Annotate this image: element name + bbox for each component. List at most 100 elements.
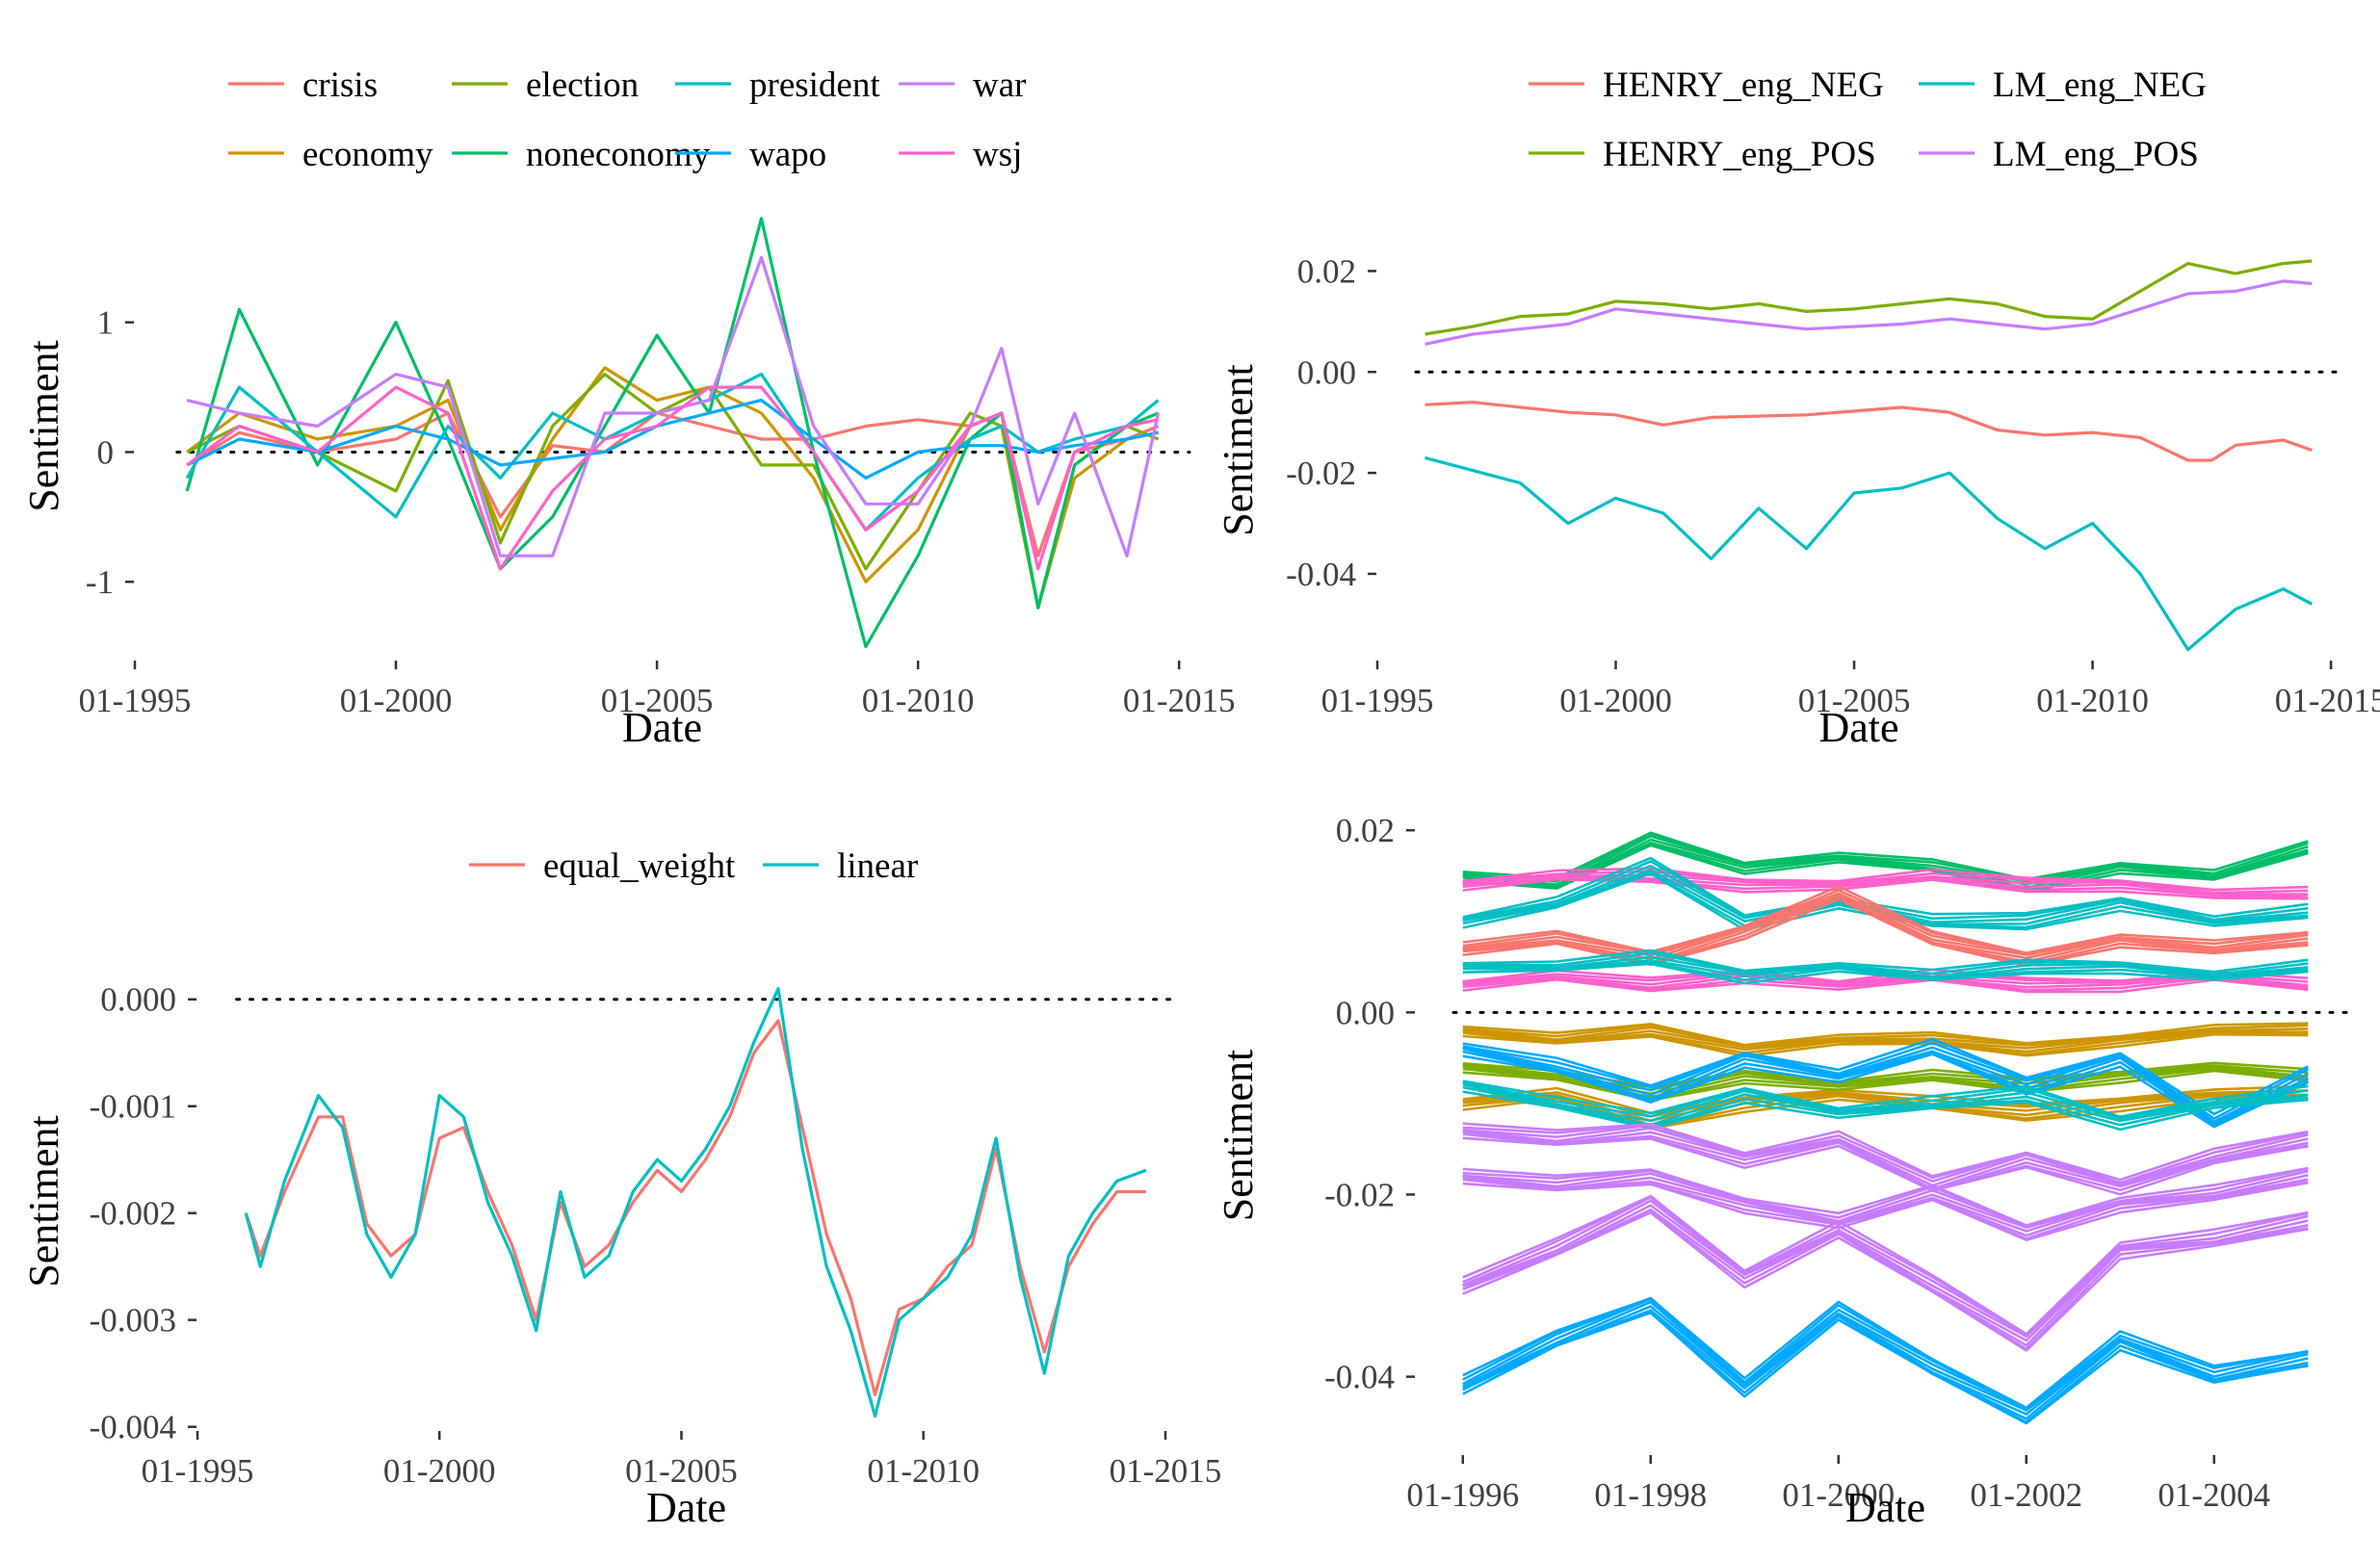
y-tick-label: -0.004 (90, 1409, 176, 1446)
y-axis-title: Sentiment (20, 1115, 67, 1287)
bundle-line (1462, 835, 2309, 886)
bundle-line (1462, 1123, 2309, 1184)
legend: HENRY_eng_NEG HENRY_eng_POS LM_eng_NEG LM_e… (1529, 65, 2207, 174)
bundle-line (1462, 1122, 2309, 1182)
x-tick-label: 01-2000 (383, 1452, 496, 1490)
bundle-line (1462, 1127, 2309, 1187)
x-tick-label: 01-1995 (1321, 682, 1434, 719)
y-tick-label: -0.04 (1324, 1359, 1395, 1396)
x-tick-label: 01-2010 (862, 682, 975, 719)
bundle-line (1462, 1080, 2309, 1118)
bundle-line (1462, 1169, 2309, 1228)
x-tick-label: 01-2005 (625, 1452, 738, 1490)
legend-label-president: president (749, 65, 880, 105)
x-axis-title: Date (1818, 704, 1898, 751)
x-tick-label: 01-1996 (1406, 1476, 1519, 1514)
series-line-wapo (186, 399, 1159, 480)
bundle-line (1462, 951, 2309, 976)
y-axis-title: Sentiment (1215, 1050, 1262, 1221)
bundle-line (1462, 1092, 2309, 1127)
bundle-line (1462, 831, 2309, 881)
y-axis-title: Sentiment (1215, 364, 1262, 535)
legend-label-wapo: wapo (749, 135, 826, 174)
series-line-crisis (186, 411, 1160, 558)
y-tick-label: 0.00 (1297, 353, 1356, 391)
y-tick-label: -0.002 (90, 1195, 176, 1233)
bundle-line (1462, 894, 2309, 957)
y-tick-label: 0.02 (1297, 252, 1356, 290)
bundle-line (1462, 1024, 2309, 1047)
series-line-war (186, 255, 1161, 558)
x-tick-label: 01-1995 (142, 1452, 254, 1490)
series-line-lm-eng-pos (1425, 279, 2313, 346)
legend-label-henry-eng-neg: HENRY_eng_NEG (1603, 65, 1884, 105)
y-tick-label: 1 (97, 304, 115, 342)
x-axis-title: Date (1845, 1484, 1925, 1531)
legend-label-economy: economy (302, 135, 433, 174)
y-tick-label: -0.02 (1286, 455, 1356, 492)
x-tick-label: 01-2000 (1782, 1476, 1895, 1514)
x-tick-label: 01-1995 (79, 682, 192, 719)
x-axis-title: Date (646, 1484, 726, 1531)
legend-label-crisis: crisis (302, 65, 378, 105)
bundle-line (1462, 1022, 2309, 1047)
x-tick-label: 01-2015 (2275, 682, 2380, 719)
x-tick-label: 01-2004 (2158, 1476, 2270, 1514)
bundle-line (1462, 949, 2309, 974)
y-tick-label: -0.001 (90, 1088, 176, 1126)
top-left-sentiment-panel: 01-1995 01-2000 01-2005 01-2010 01-2015 -1 0 1 D… (20, 65, 1235, 751)
legend-label-henry-eng-pos: HENRY_eng_POS (1603, 135, 1876, 174)
bundle-line (1462, 832, 2309, 883)
bundle-line (1462, 1082, 2309, 1127)
y-tick-label: 0.00 (1336, 994, 1395, 1031)
legend: crisiseconomyelectionnoneconomypresident… (228, 65, 1026, 174)
bottom-right-bundles-panel: 01-1996 01-1998 01-2000 01-2002 01-2004 0.02 0… (1215, 812, 2357, 1531)
legend-label-linear: linear (837, 846, 918, 886)
bundle-line (1462, 1199, 2309, 1339)
y-tick-label: -0.003 (90, 1302, 176, 1340)
series-line-wsj (186, 385, 1159, 571)
bundle-line (1462, 1080, 2309, 1119)
bundle-line (1462, 1026, 2309, 1048)
series-line-henry-eng-neg (1425, 401, 2313, 462)
legend-label-lm-eng-neg: LM_eng_NEG (1993, 65, 2207, 105)
bundle-line (1462, 1194, 2309, 1336)
x-tick-label: 01-2005 (1798, 682, 1911, 719)
bundle-line (1462, 1046, 2309, 1124)
x-tick-label: 01-2015 (1110, 1452, 1222, 1490)
x-tick-label: 01-1998 (1594, 1476, 1707, 1514)
bundle-line (1462, 1172, 2309, 1229)
bundle-line (1462, 1124, 2309, 1185)
legend: equal_weight linear (469, 846, 918, 886)
x-tick-label: 01-2000 (340, 682, 453, 719)
bundle-line (1462, 1296, 2309, 1410)
y-axis-title: Sentiment (20, 340, 67, 511)
series-line-linear (244, 987, 1147, 1418)
y-tick-label: 0.000 (100, 981, 176, 1019)
bundle-line (1462, 867, 2309, 892)
bundle-line (1462, 1196, 2309, 1336)
x-tick-label: 01-2015 (1123, 682, 1236, 719)
y-tick-label: -0.02 (1324, 1176, 1395, 1213)
legend-label-war: war (973, 65, 1026, 105)
y-tick-label: -0.04 (1286, 556, 1356, 593)
x-tick-label: 01-2005 (601, 682, 714, 719)
legend-label-election: election (526, 65, 639, 105)
x-tick-label: 01-2002 (1970, 1476, 2082, 1514)
x-tick-label: 01-2010 (867, 1452, 980, 1490)
legend-label-lm-eng-pos: LM_eng_POS (1993, 135, 2199, 174)
y-tick-label: 0.02 (1336, 812, 1395, 849)
bundle-line (1462, 892, 2309, 955)
bundle-line (1462, 870, 2309, 895)
bundle-line (1462, 970, 2309, 985)
bundle-line (1462, 1037, 2309, 1116)
x-axis-title: Date (622, 704, 702, 751)
bundle-line (1462, 1166, 2309, 1227)
bundle-line (1462, 1041, 2309, 1120)
bundle-line (1462, 1081, 2309, 1123)
x-tick-label: 01-2000 (1559, 682, 1672, 719)
series-line-lm-eng-neg (1425, 455, 2314, 652)
x-tick-label: 01-2010 (2036, 682, 2149, 719)
bundle-line (1462, 1194, 2309, 1336)
